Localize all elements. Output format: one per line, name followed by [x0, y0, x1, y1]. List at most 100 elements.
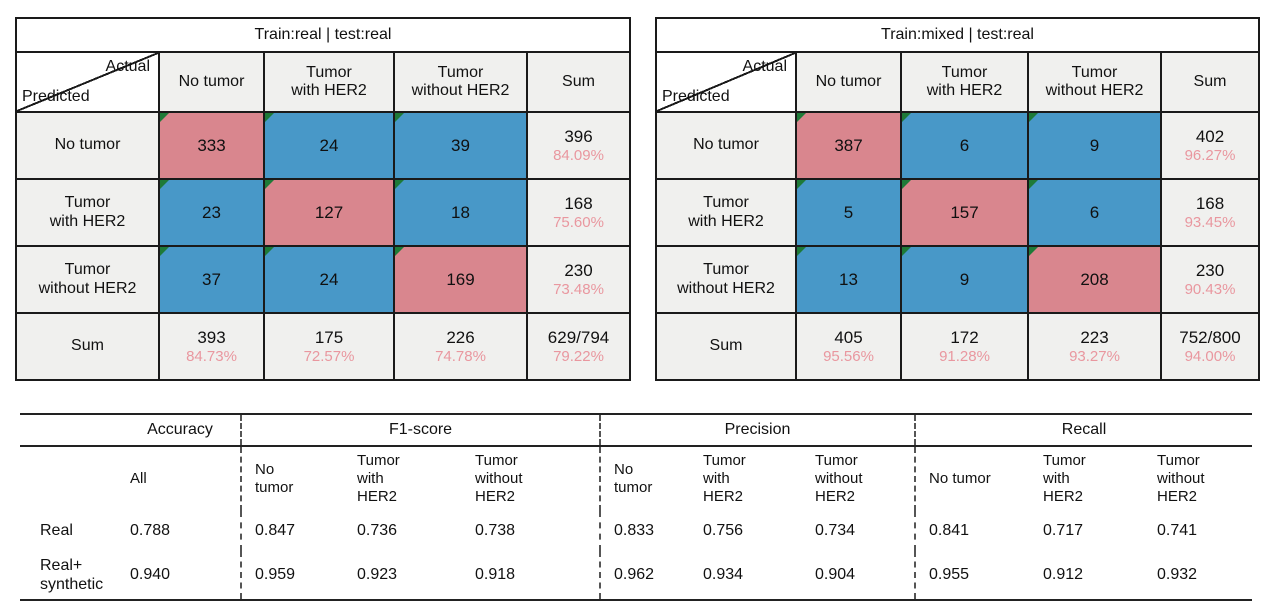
metric-value: 0.736: [357, 522, 398, 540]
matrix-title: Train:mixed | test:real: [655, 17, 1260, 53]
col-header: No tumor: [795, 51, 902, 113]
matrix-cell: 9: [900, 245, 1029, 314]
col-header: Tumor without HER2: [1027, 51, 1162, 113]
corner-marker-icon: [161, 181, 169, 189]
metric-value: 0.741: [1157, 522, 1198, 540]
sum-value: 752/800: [1179, 327, 1241, 347]
corner-empty-cell: [20, 446, 120, 511]
corner-marker-icon: [798, 181, 806, 189]
col-sum-cell: 405 95.56%: [795, 312, 902, 381]
sum-value: 402: [1195, 126, 1225, 146]
matrix-cell: 157: [900, 178, 1029, 247]
metric-value: 0.788: [130, 522, 171, 540]
metric-value: 0.717: [1043, 522, 1084, 540]
sum-value: 172: [950, 327, 979, 347]
metric-row-label: Real: [40, 522, 73, 540]
metrics-table: Accuracy F1-score Precision Recall All N…: [20, 413, 1253, 601]
col-sum-cell: 223 93.27%: [1027, 312, 1162, 381]
metric-col-header: Tumor with HER2: [357, 452, 400, 505]
cell-value: 18: [451, 202, 470, 222]
matrix-cell: 5: [795, 178, 902, 247]
row-sum-cell: 230 73.48%: [525, 245, 632, 314]
diagonal-header-cell: Actual Predicted: [655, 51, 797, 113]
col-header: Sum: [1160, 51, 1260, 113]
cell-value: 169: [446, 269, 475, 289]
sum-value: 168: [1195, 193, 1225, 213]
sum-value: 223: [1080, 327, 1109, 347]
sum-percent: 96.27%: [1184, 146, 1236, 164]
metric-value: 0.932: [1154, 551, 1253, 601]
cell-value: 208: [1080, 269, 1109, 289]
matrix-cell: 23: [158, 178, 265, 247]
metric-col-header: Tumor without HER2: [1157, 452, 1205, 505]
row-header: Tumor with HER2: [655, 178, 797, 247]
row-header: No tumor: [15, 111, 160, 180]
col-sum-cell: 226 74.78%: [393, 312, 528, 381]
sum-percent: 73.48%: [553, 280, 604, 298]
metric-col-header: No tumor: [599, 446, 700, 511]
corner-marker-icon: [903, 248, 911, 256]
cell-value: 127: [314, 202, 344, 222]
cell-value: 6: [959, 135, 970, 155]
corner-marker-icon: [266, 114, 274, 122]
corner-marker-icon: [1030, 248, 1038, 256]
metric-value: 0.756: [703, 522, 744, 540]
sum-percent: 84.73%: [186, 347, 237, 365]
row-header: Sum: [15, 312, 160, 381]
corner-marker-icon: [1030, 114, 1038, 122]
metric-value: 0.923: [348, 551, 466, 601]
sum-value: 226: [446, 327, 475, 347]
corner-marker-icon: [396, 248, 404, 256]
group-header-recall: Recall: [914, 414, 1253, 447]
sum-percent: 90.43%: [1184, 280, 1236, 298]
metric-row-label: Real+ synthetic: [20, 551, 120, 601]
sum-value: 230: [1195, 260, 1225, 280]
row-header: Tumor without HER2: [655, 245, 797, 314]
corner-marker-icon: [396, 114, 404, 122]
actual-axis-label: Actual: [105, 58, 150, 75]
metric-value: 0.734: [815, 522, 856, 540]
predicted-axis-label: Predicted: [662, 87, 730, 105]
metric-col-header: Tumor without HER2: [475, 452, 523, 505]
metric-col-header: No tumor: [914, 446, 1041, 511]
group-header-precision: Precision: [598, 414, 916, 447]
metric-col-header: No tumor: [240, 446, 348, 511]
matrix-cell: 18: [393, 178, 528, 247]
diagonal-header-cell: Actual Predicted: [15, 51, 160, 113]
col-sum-cell: 172 91.28%: [900, 312, 1029, 381]
group-header-f1: F1-score: [240, 414, 600, 447]
group-header-accuracy: Accuracy: [120, 414, 241, 447]
metric-value: 0.955: [914, 551, 1041, 601]
matrix-cell: 6: [1027, 178, 1162, 247]
row-header: Tumor without HER2: [15, 245, 160, 314]
cell-value: 6: [1089, 202, 1100, 222]
cell-value: 23: [202, 202, 221, 222]
corner-marker-icon: [903, 181, 911, 189]
metric-value: 0.912: [1040, 551, 1155, 601]
sum-percent: 74.78%: [435, 347, 486, 365]
corner-empty-cell: [20, 414, 120, 447]
matrix-cell: 387: [795, 111, 902, 180]
row-sum-cell: 168 93.45%: [1160, 178, 1260, 247]
cell-value: 13: [839, 269, 858, 289]
row-sum-cell: 230 90.43%: [1160, 245, 1260, 314]
matrix-cell: 24: [263, 111, 395, 180]
matrix-title: Train:real | test:real: [14, 17, 632, 53]
cell-value: 157: [950, 202, 979, 222]
metric-value: 0.833: [599, 511, 700, 551]
corner-marker-icon: [161, 248, 169, 256]
row-header: No tumor: [655, 111, 797, 180]
matrix-cell: 37: [158, 245, 265, 314]
matrix-cell: 333: [158, 111, 265, 180]
metric-value: 0.940: [120, 551, 241, 601]
cell-value: 24: [319, 135, 339, 155]
matrix-cell: 39: [393, 111, 528, 180]
corner-marker-icon: [266, 248, 274, 256]
confusion-matrix-train-mixed: Train:mixed | test:real Actual Predicted…: [655, 17, 1260, 381]
col-header: Sum: [525, 51, 632, 113]
corner-marker-icon: [396, 181, 404, 189]
metric-value: 0.904: [812, 551, 916, 601]
cell-value: 37: [202, 269, 221, 289]
cell-value: 9: [1089, 135, 1100, 155]
